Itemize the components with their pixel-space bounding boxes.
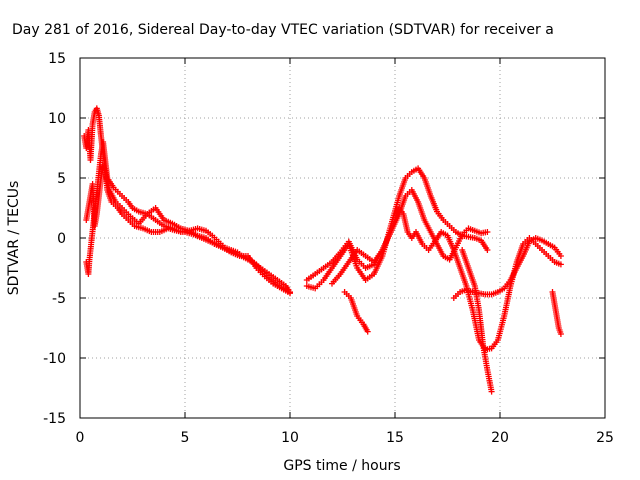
x-tick-label: 0 — [76, 430, 85, 446]
y-tick-label: -15 — [43, 411, 66, 427]
axis-ticks: 0 5 10 15 20 25 -15 -10 -5 0 5 10 15 — [43, 51, 614, 446]
data-point — [557, 253, 564, 259]
data-point — [557, 261, 564, 268]
y-tick-label: 0 — [57, 231, 66, 247]
data-point — [287, 290, 293, 297]
y-tick-label: 15 — [48, 51, 66, 67]
data-point — [484, 229, 491, 235]
x-tick-label: 15 — [386, 430, 404, 446]
y-axis-label: SDTVAR / TECUs — [6, 181, 22, 296]
series-track-c — [83, 139, 291, 293]
data-point — [364, 328, 371, 335]
data-point — [488, 388, 495, 395]
data-point — [484, 247, 491, 253]
y-tick-label: 10 — [48, 111, 66, 127]
y-tick-label: -10 — [43, 351, 66, 367]
x-tick-label: 25 — [596, 430, 614, 446]
x-axis-label: GPS time / hours — [283, 458, 400, 474]
x-tick-label: 20 — [491, 430, 509, 446]
x-tick-label: 5 — [181, 430, 190, 446]
y-tick-label: -5 — [52, 291, 66, 307]
data-point — [284, 286, 291, 293]
x-tick-label: 10 — [281, 430, 299, 446]
y-tick-label: 5 — [57, 171, 66, 187]
grid-lines — [80, 58, 605, 418]
data-series — [81, 105, 564, 395]
chart-title: Day 281 of 2016, Sidereal Day-to-day VTE… — [12, 22, 554, 38]
series-track-h — [341, 247, 564, 395]
data-point — [557, 331, 564, 337]
